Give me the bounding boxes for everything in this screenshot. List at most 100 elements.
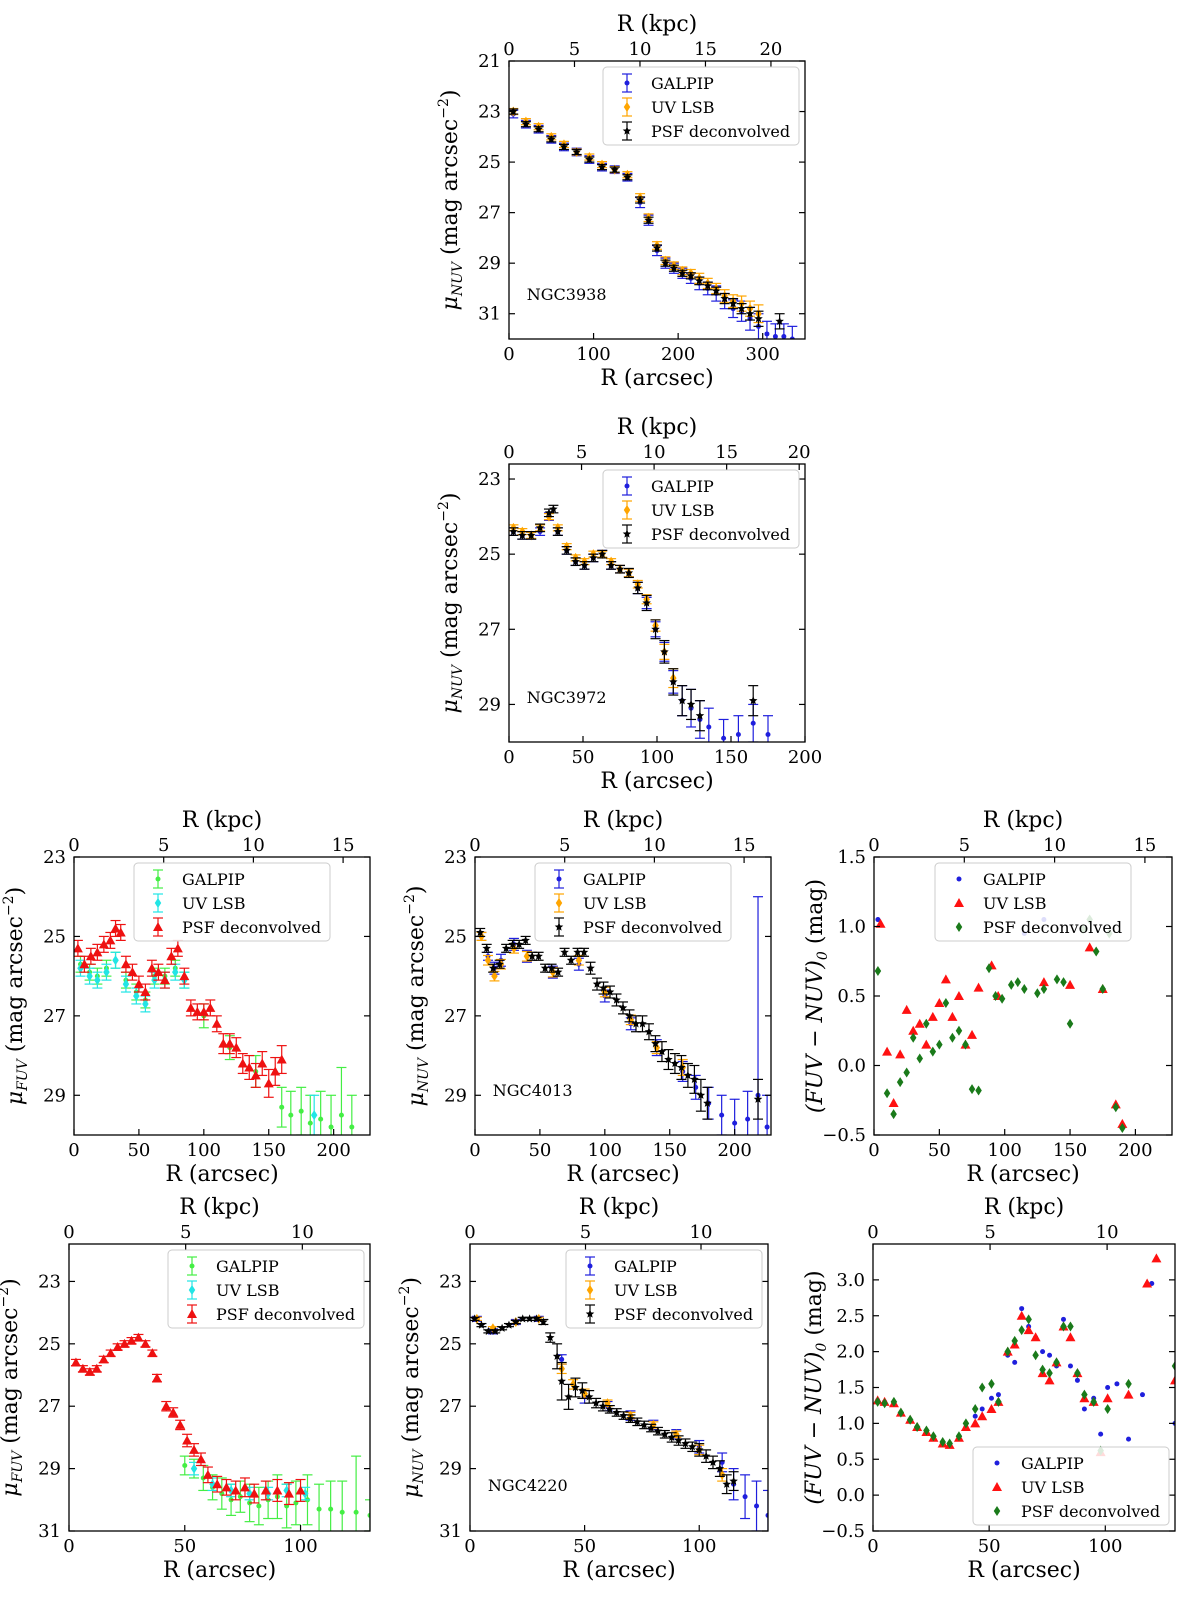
data-point xyxy=(553,967,563,976)
x2-tick-label: 0 xyxy=(464,1222,475,1243)
y-axis-label: μNUV (mag arcsec−2) xyxy=(402,886,432,1107)
data-point xyxy=(552,1351,562,1360)
data-point xyxy=(70,1357,81,1367)
legend-marker xyxy=(554,922,564,931)
x-axis-label: R (arcsec) xyxy=(967,1558,1080,1583)
data-point xyxy=(605,1404,615,1413)
data-point xyxy=(172,967,179,978)
data-point xyxy=(586,963,595,972)
legend-label: UV LSB xyxy=(651,98,714,117)
data-point xyxy=(283,1488,294,1498)
data-point xyxy=(244,1062,255,1072)
galaxy-name-annotation: NGC3938 xyxy=(527,285,607,304)
data-point xyxy=(557,1376,566,1385)
data-point xyxy=(256,1503,262,1509)
legend-label: GALPIP xyxy=(1021,1454,1084,1473)
x-tick-label: 100 xyxy=(988,1140,1022,1161)
x-tick-label: 200 xyxy=(1118,1140,1152,1161)
data-point xyxy=(571,1383,580,1392)
data-point xyxy=(745,1116,751,1122)
data-point xyxy=(701,1451,711,1460)
series-uv-lsb xyxy=(875,918,1128,1128)
legend-box xyxy=(534,862,732,942)
data-point xyxy=(310,1110,318,1121)
legend-label: GALPIP xyxy=(182,870,245,889)
data-point xyxy=(526,530,536,540)
data-point xyxy=(686,271,696,280)
series-psf-deconvolved xyxy=(874,1314,1175,1456)
legend-box xyxy=(602,469,800,549)
y-tick-label: 29 xyxy=(478,694,501,715)
data-point xyxy=(211,1018,222,1028)
data-point xyxy=(140,987,151,997)
x2-tick-label: 10 xyxy=(643,835,666,856)
y-tick-label: 25 xyxy=(439,1334,462,1355)
data-point xyxy=(105,1348,116,1358)
data-point xyxy=(1104,1404,1111,1415)
data-point xyxy=(764,1124,770,1130)
series-uv-lsb xyxy=(189,1461,311,1501)
x-tick-label: 0 xyxy=(867,1536,878,1557)
data-point xyxy=(1032,1350,1039,1361)
data-point xyxy=(995,1392,1001,1398)
data-point xyxy=(182,1435,193,1445)
data-point xyxy=(646,1423,656,1432)
data-point xyxy=(992,991,999,1001)
data-point xyxy=(615,564,625,573)
data-point xyxy=(631,1019,641,1028)
data-point xyxy=(1081,1406,1087,1412)
data-point xyxy=(218,1038,229,1048)
legend-marker xyxy=(954,898,964,907)
data-point xyxy=(597,162,607,171)
legend-label: PSF deconvolved xyxy=(651,525,790,544)
x-tick-label: 150 xyxy=(653,1140,687,1161)
data-point xyxy=(1139,1392,1145,1398)
data-point xyxy=(532,1314,541,1323)
x-axis-label: R (arcsec) xyxy=(566,1162,679,1187)
x-tick-label: 100 xyxy=(640,747,674,768)
x-axis-label: R (arcsec) xyxy=(163,1558,276,1583)
x-tick-label: 100 xyxy=(682,1536,716,1557)
x-tick-label: 0 xyxy=(63,1536,74,1557)
data-point xyxy=(883,1088,891,1099)
data-point xyxy=(495,959,504,968)
data-point xyxy=(1066,1018,1074,1029)
data-point xyxy=(962,1039,969,1050)
x2-tick-label: 10 xyxy=(690,1222,713,1243)
data-point xyxy=(339,1509,345,1515)
x2-tick-label: 5 xyxy=(984,1222,995,1243)
data-point xyxy=(775,316,784,325)
series-uv-lsb xyxy=(471,1313,728,1482)
data-point xyxy=(606,560,616,570)
data-point xyxy=(940,974,951,984)
legend-marker xyxy=(189,1263,195,1269)
legend-box xyxy=(133,862,331,942)
data-point xyxy=(523,951,531,962)
legend-marker xyxy=(155,876,161,882)
data-point xyxy=(696,1090,706,1099)
data-point xyxy=(1004,1346,1011,1357)
plot-area xyxy=(470,1313,768,1531)
y-axis-label: (FUV − NUV)0 (mag) xyxy=(802,1270,830,1504)
x2-tick-label: 0 xyxy=(469,835,480,856)
y-tick-label: 2.0 xyxy=(836,1342,865,1363)
series-psf-deconvolved xyxy=(475,927,764,1120)
y-tick-label: −0.5 xyxy=(821,1521,865,1542)
data-point xyxy=(626,1414,635,1423)
data-point xyxy=(875,918,886,928)
x-tick-label: 0 xyxy=(503,344,514,365)
data-point xyxy=(642,598,651,607)
data-point xyxy=(772,333,778,339)
data-point xyxy=(1125,1378,1132,1389)
data-point xyxy=(182,1462,188,1468)
data-point xyxy=(560,947,569,956)
legend: GALPIP UV LSB PSF deconvolved xyxy=(565,1249,763,1329)
legend-marker xyxy=(555,898,563,908)
data-point xyxy=(562,545,571,555)
data-point xyxy=(1102,1393,1113,1403)
x-tick-label: 200 xyxy=(316,1140,350,1161)
data-point xyxy=(224,1038,235,1048)
data-point xyxy=(985,963,993,974)
data-point xyxy=(986,1404,997,1414)
series-psf-deconvolved xyxy=(509,107,785,330)
